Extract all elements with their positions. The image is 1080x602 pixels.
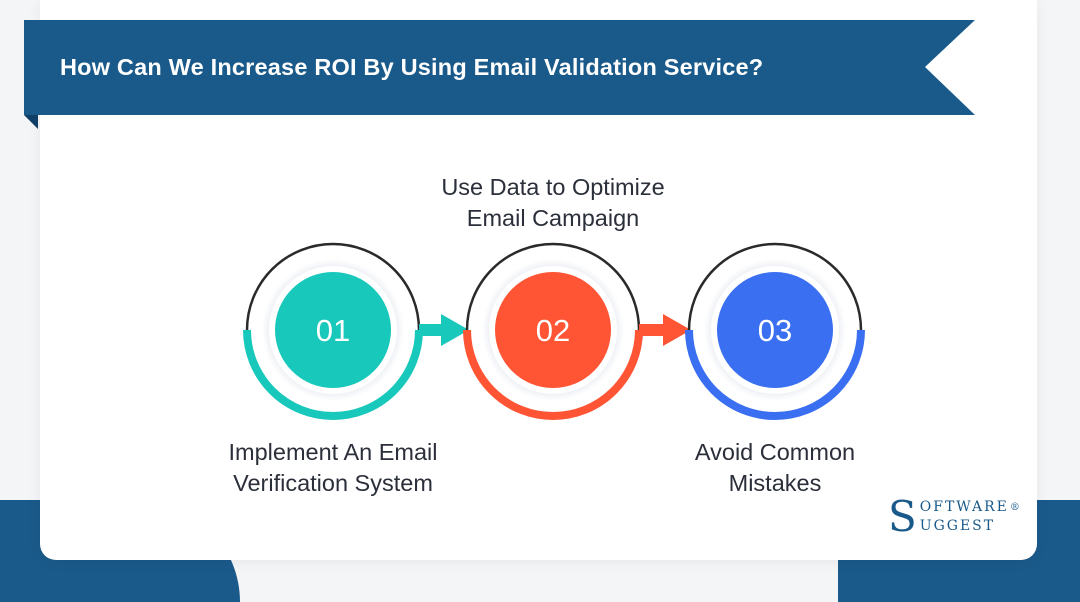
registered-mark: ® (1009, 502, 1020, 513)
title-banner (24, 20, 975, 115)
step-2-number: 02 (536, 313, 570, 348)
step-2-label-line1: Use Data to Optimize (441, 174, 665, 200)
step-3-label-line2: Mistakes (728, 470, 822, 496)
step-2-top-arc (465, 242, 641, 331)
step-3-label: Avoid Common Mistakes (625, 437, 925, 499)
banner-fold (24, 115, 38, 129)
step-3-label-line1: Avoid Common (694, 439, 856, 465)
logo-words: OFTWARE® UGGEST (920, 498, 1020, 536)
step-1-label-line2: Verification System (233, 470, 433, 496)
step-1-bottom-arc (243, 329, 423, 420)
logo-initial: S (888, 492, 917, 541)
arrow-1-head-icon (441, 314, 469, 346)
page-title: How Can We Increase ROI By Using Email V… (60, 54, 764, 80)
step-1-label-line1: Implement An Email (228, 439, 438, 465)
step-3-number: 03 (758, 313, 792, 348)
step-1-top-arc (245, 242, 421, 331)
step-1-number: 01 (316, 313, 350, 348)
step-1-label: Implement An Email Verification System (183, 437, 483, 499)
step-3-top-arc (687, 242, 863, 331)
arrow-1-shaft (419, 324, 447, 336)
step-2-circle (495, 272, 611, 388)
step-3-circle (717, 272, 833, 388)
step-2-label: Use Data to Optimize Email Campaign (403, 172, 703, 234)
softwaresuggest-logo: S OFTWARE® UGGEST (888, 494, 1020, 540)
logo-line2: UGGEST (919, 518, 996, 534)
step-2-label-line2: Email Campaign (466, 205, 640, 231)
step-3-bottom-arc (685, 329, 865, 420)
arrow-2-head-icon (663, 314, 691, 346)
logo-line1: OFTWARE® (919, 499, 1020, 515)
step-2-bottom-arc (463, 329, 643, 420)
arrow-2-shaft (639, 324, 669, 336)
step-1-circle (275, 272, 391, 388)
